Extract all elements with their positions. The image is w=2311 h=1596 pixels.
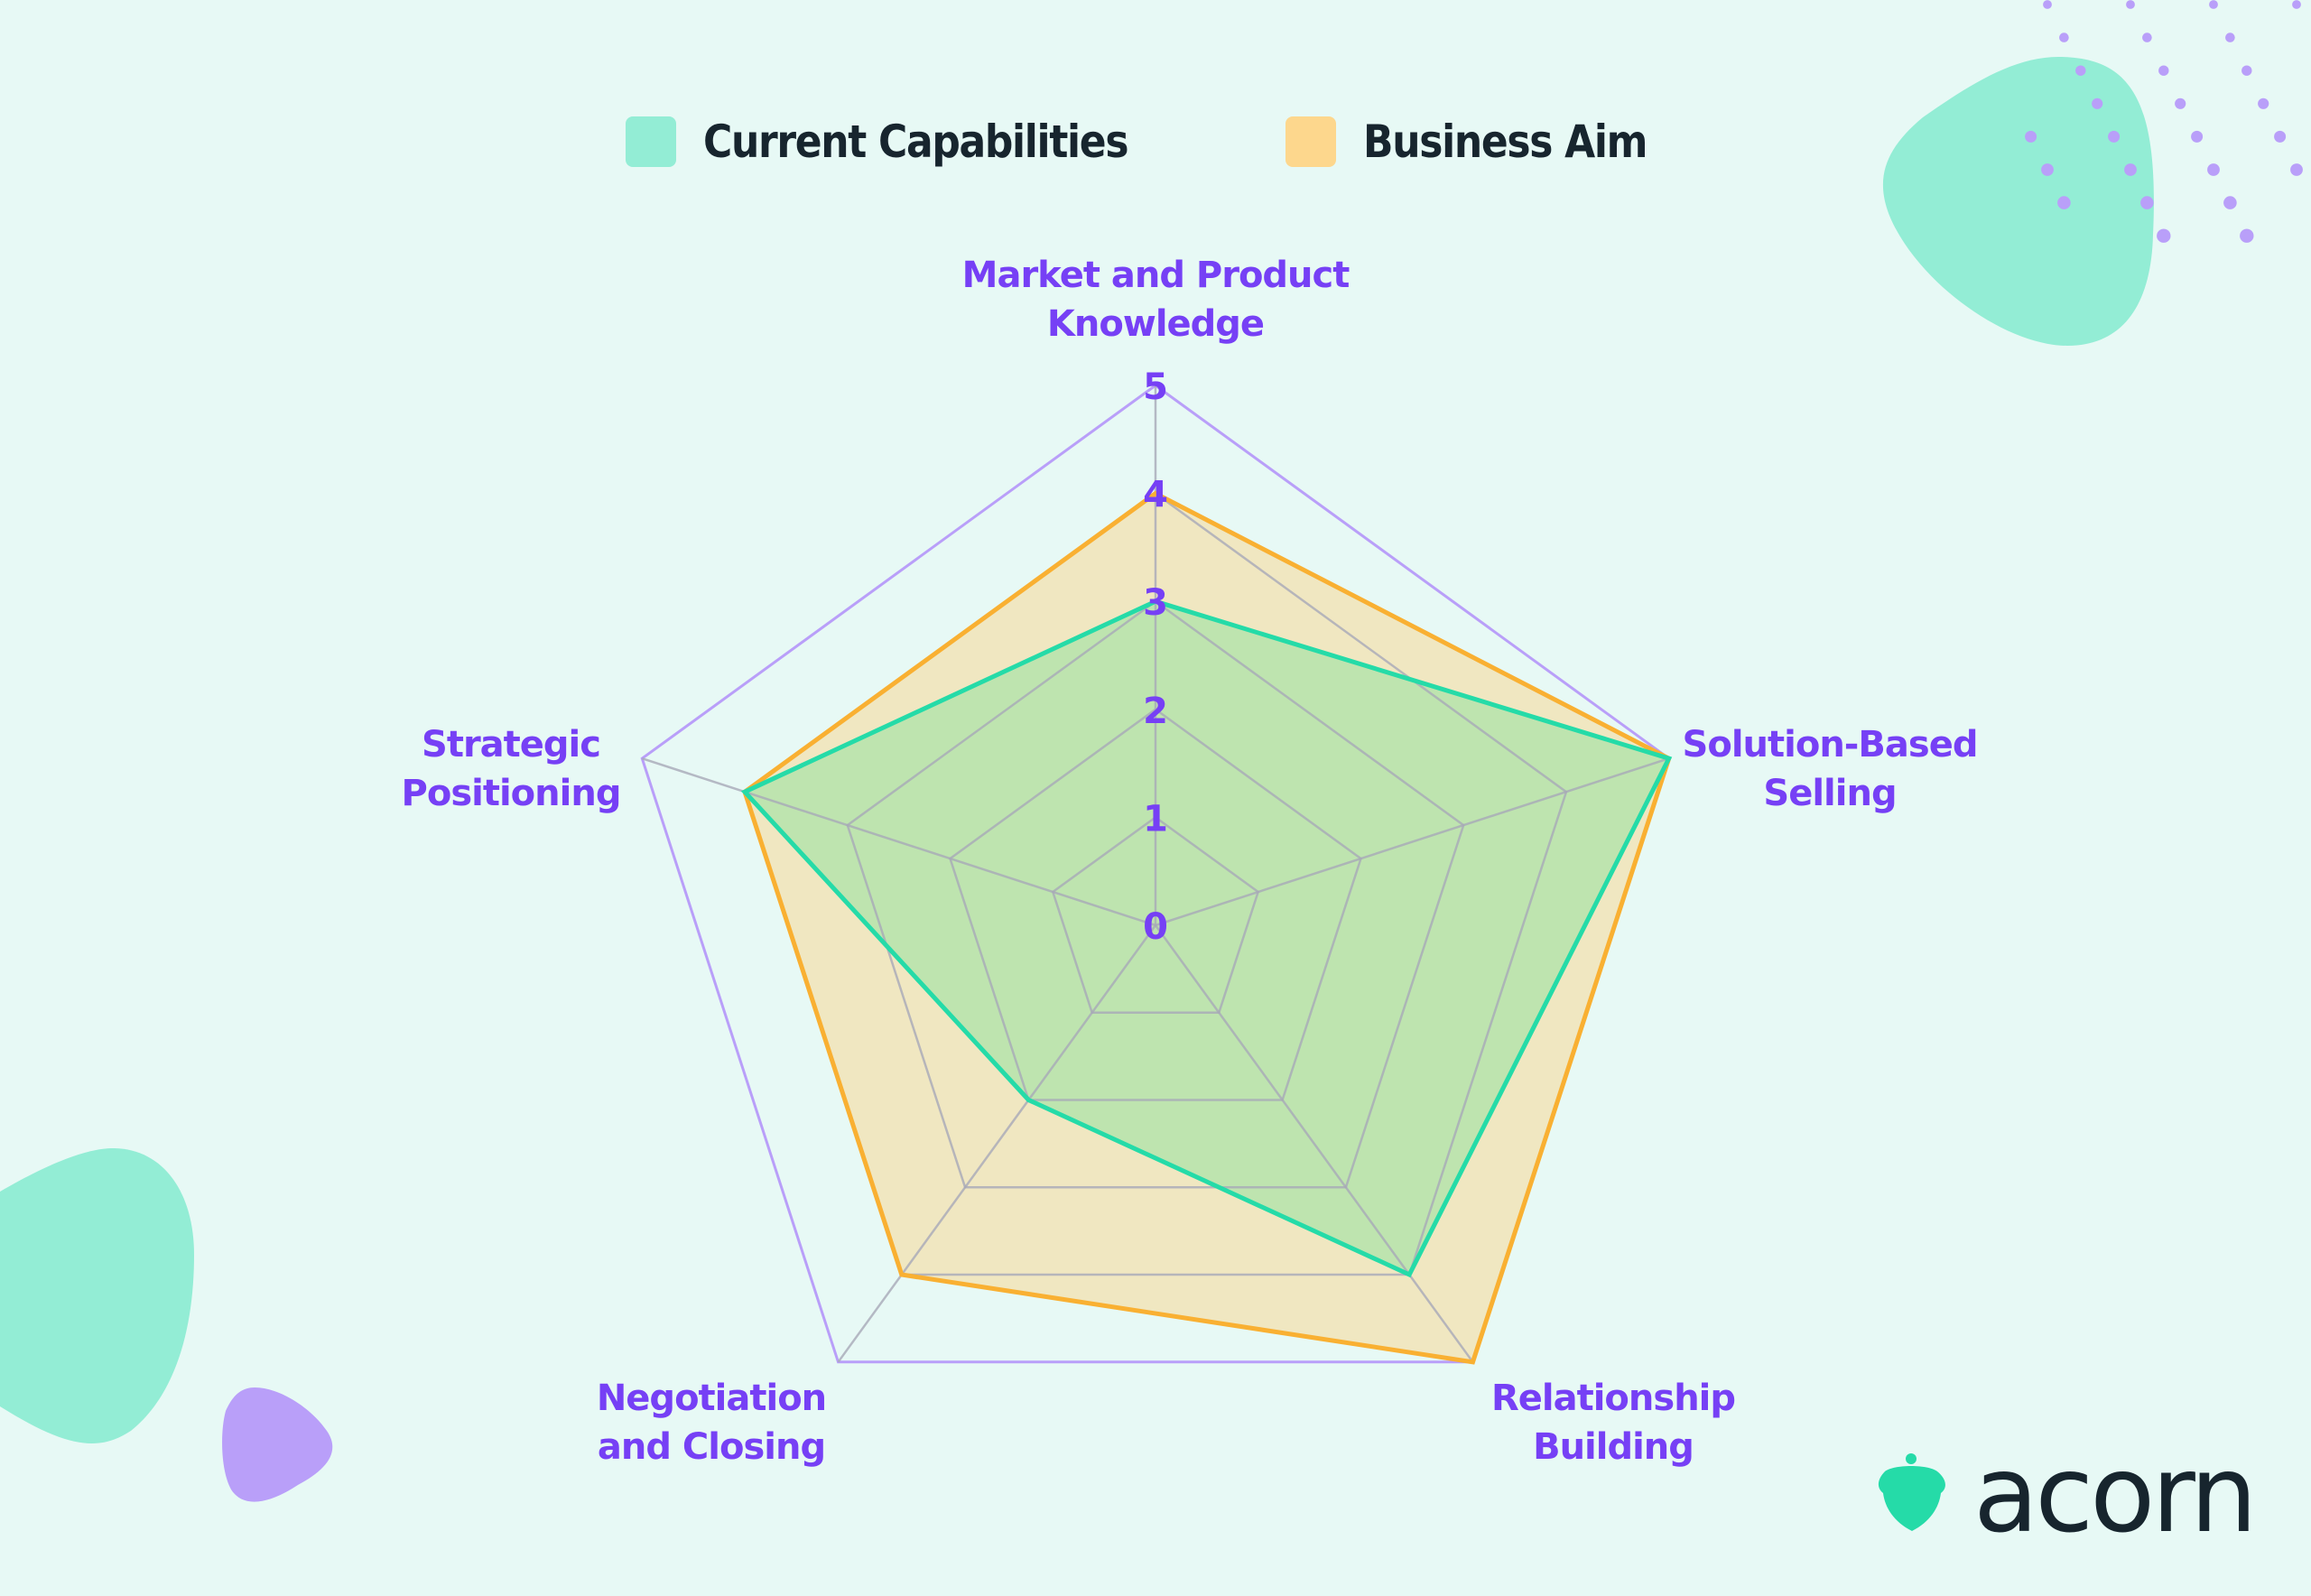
dot bbox=[2041, 163, 2054, 176]
dot bbox=[2075, 65, 2086, 76]
dot bbox=[2209, 0, 2218, 9]
dot bbox=[2223, 196, 2237, 209]
radial-tick-label: 0 bbox=[1143, 906, 1168, 948]
dot bbox=[2157, 228, 2171, 243]
radial-tick-label: 3 bbox=[1143, 582, 1168, 624]
acorn-icon bbox=[1878, 1453, 1945, 1531]
axis-label-negotiation-closing: Negotiation and Closing bbox=[596, 1378, 827, 1468]
dot bbox=[2057, 196, 2071, 209]
dot bbox=[2225, 32, 2235, 42]
radial-tick-label: 2 bbox=[1143, 691, 1168, 732]
dot bbox=[2158, 65, 2169, 76]
dot bbox=[2274, 130, 2287, 143]
dot-pattern bbox=[2025, 0, 2303, 243]
radial-tick-label: 4 bbox=[1143, 475, 1168, 516]
legend-item-current[interactable]: Current Capabilities bbox=[626, 116, 1185, 168]
series-line-business-aim bbox=[742, 490, 1672, 1365]
legend: Current Capabilities Business Aim bbox=[0, 116, 2311, 168]
dot bbox=[2043, 0, 2052, 9]
series-line-current-capabilities bbox=[740, 598, 1673, 1278]
dot bbox=[2059, 32, 2069, 42]
legend-item-aim[interactable]: Business Aim bbox=[1285, 116, 1685, 168]
dot bbox=[2241, 65, 2252, 76]
radial-tick-label: 1 bbox=[1143, 798, 1168, 840]
acorn-logo: acorn bbox=[1876, 1432, 2258, 1556]
dot bbox=[2124, 163, 2137, 176]
legend-label-aim: Business Aim bbox=[1362, 116, 1647, 168]
dot bbox=[2240, 228, 2254, 243]
grid-ring-2 bbox=[949, 708, 1362, 1101]
dot bbox=[2108, 130, 2121, 143]
dot bbox=[2290, 163, 2303, 176]
legend-swatch-current bbox=[626, 116, 677, 167]
dot bbox=[2207, 163, 2220, 176]
dot bbox=[2025, 130, 2037, 143]
grid-ring-5 bbox=[640, 384, 1671, 1364]
dot bbox=[2092, 97, 2103, 109]
green-blob-bottom-left bbox=[0, 1148, 194, 1443]
grid-ring-1 bbox=[1051, 815, 1260, 1015]
axis-label-relationship-building: Relationship Building bbox=[1490, 1378, 1736, 1468]
dot bbox=[2292, 0, 2301, 9]
legend-swatch-aim bbox=[1285, 116, 1336, 167]
dot bbox=[2175, 97, 2186, 109]
dot bbox=[2258, 97, 2269, 109]
legend-label-current: Current Capabilities bbox=[703, 116, 1129, 168]
grid-spoke bbox=[1155, 757, 1670, 927]
series-area-current-capabilities bbox=[745, 601, 1669, 1275]
dot bbox=[2142, 32, 2152, 42]
grid-spoke bbox=[1154, 924, 1474, 1363]
radial-tick-label: 5 bbox=[1143, 367, 1168, 408]
grid-spoke bbox=[641, 757, 1156, 927]
dot bbox=[2126, 0, 2135, 9]
brand-name: acorn bbox=[1973, 1432, 2258, 1556]
dot bbox=[2140, 196, 2154, 209]
purple-blob-bottom-left bbox=[222, 1387, 333, 1502]
grid-spoke bbox=[837, 924, 1157, 1363]
dot bbox=[2191, 130, 2204, 143]
axis-label-solution-based-selling: Solution-Based Selling bbox=[1682, 724, 1979, 814]
axis-label-strategic-positioning: Strategic Positioning bbox=[401, 724, 622, 814]
grid-ring-3 bbox=[846, 599, 1465, 1189]
axis-label-market-product-knowledge: Market and Product Knowledge bbox=[961, 255, 1350, 345]
green-blob-top-right bbox=[1882, 57, 2154, 346]
